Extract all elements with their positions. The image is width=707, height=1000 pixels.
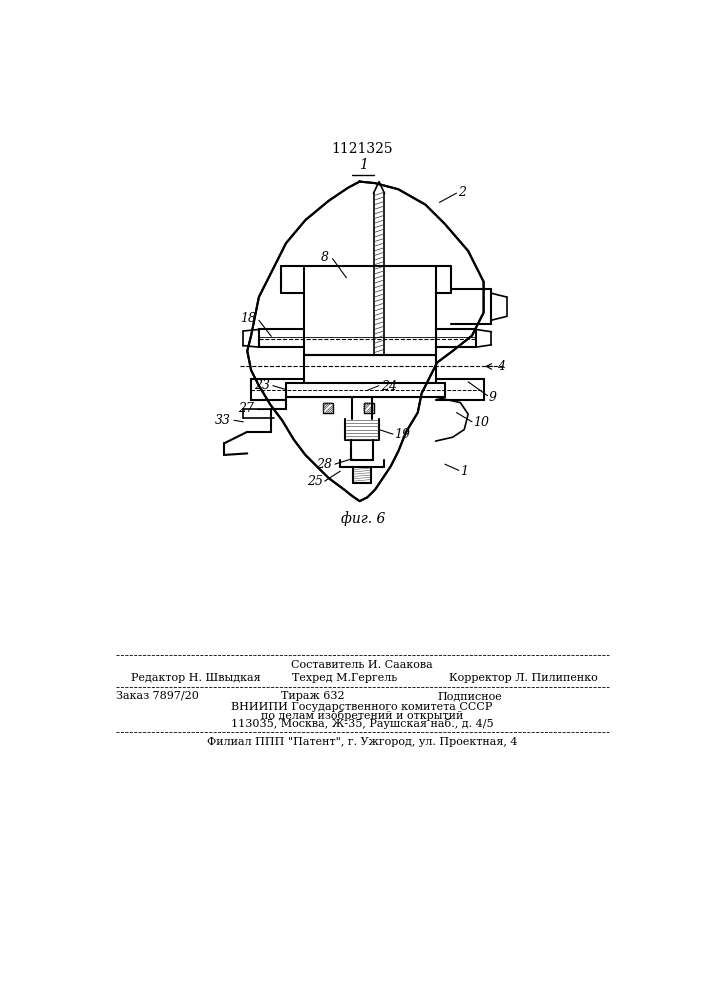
Text: 25: 25 (308, 475, 323, 488)
Text: 113035, Москва, Ж-35, Раушская наб., д. 4/5: 113035, Москва, Ж-35, Раушская наб., д. … (230, 718, 493, 729)
Text: Подписное: Подписное (437, 691, 502, 701)
Text: 1121325: 1121325 (331, 142, 393, 156)
Text: 27: 27 (238, 402, 255, 415)
Text: 9: 9 (489, 391, 497, 404)
Text: фиг. 6: фиг. 6 (341, 511, 386, 526)
Text: 4: 4 (497, 360, 505, 373)
Text: Тираж 632: Тираж 632 (281, 691, 344, 701)
Text: Корректор Л. Пилипенко: Корректор Л. Пилипенко (449, 673, 597, 683)
Text: Заказ 7897/20: Заказ 7897/20 (115, 691, 199, 701)
Text: 1: 1 (359, 158, 368, 172)
Text: Составитель И. Саакова: Составитель И. Саакова (291, 660, 433, 670)
Text: 28: 28 (316, 458, 332, 471)
Text: по делам изобретений и открытий: по делам изобретений и открытий (261, 710, 463, 721)
Text: Техред М.Гергель: Техред М.Гергель (292, 673, 397, 683)
Text: 24: 24 (380, 380, 397, 393)
Text: 2: 2 (458, 186, 466, 199)
Text: Филиал ППП "Патент", г. Ужгород, ул. Проектная, 4: Филиал ППП "Патент", г. Ужгород, ул. Про… (206, 737, 518, 747)
Text: 8: 8 (321, 251, 329, 264)
Text: ВНИИПИ Государственного комитета СССР: ВНИИПИ Государственного комитета СССР (231, 702, 493, 712)
Text: 33: 33 (215, 414, 231, 427)
Text: 10: 10 (474, 416, 489, 429)
Text: 18: 18 (240, 312, 256, 325)
Text: 1: 1 (460, 465, 468, 478)
Text: 19: 19 (395, 428, 411, 441)
Text: 23: 23 (254, 379, 270, 392)
Text: Редактор Н. Швыдкая: Редактор Н. Швыдкая (131, 673, 261, 683)
